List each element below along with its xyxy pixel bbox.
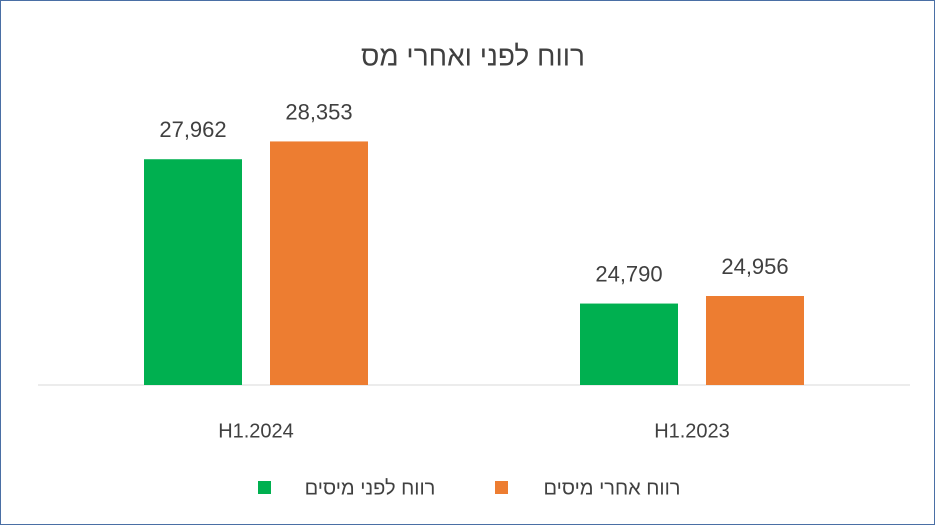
data-label: 28,353 xyxy=(285,99,352,124)
legend-label: רווח לפני מיסים xyxy=(305,477,436,499)
legend-swatch xyxy=(495,481,508,494)
bar xyxy=(144,159,242,385)
x-tick-label: H1.2023 xyxy=(654,420,730,442)
data-label: 24,956 xyxy=(721,254,788,279)
bar xyxy=(706,296,804,385)
bar xyxy=(270,141,368,385)
data-label: 24,790 xyxy=(595,261,662,286)
legend-label: רווח אחרי מיסים xyxy=(544,477,681,499)
chart-title: רווח לפני ואחרי מס xyxy=(361,40,585,71)
legend-swatch xyxy=(258,481,271,494)
data-label: 27,962 xyxy=(159,117,226,142)
x-tick-label: H1.2024 xyxy=(218,420,294,442)
bar xyxy=(580,303,678,385)
